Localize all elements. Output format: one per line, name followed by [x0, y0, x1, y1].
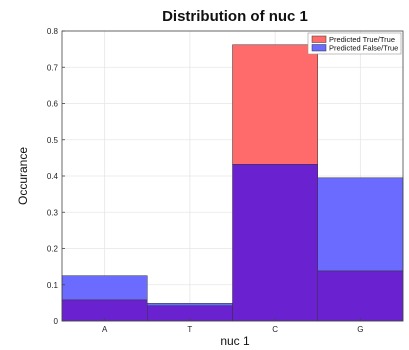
y-axis-ticks: 0 0.1 0.2 0.3 0.4 0.5 0.6 0.7 0.8 — [47, 27, 65, 326]
bar-false-true-T — [147, 302, 233, 307]
x-tick-label: G — [357, 325, 363, 334]
bar-overlap-G — [317, 270, 404, 322]
bar-true-true-C — [232, 44, 318, 165]
bar-false-true-G — [317, 177, 404, 272]
bar-false-true-A — [61, 275, 148, 301]
bars — [61, 44, 404, 322]
legend-swatch-true-true — [311, 35, 327, 43]
y-tick-label: 0.1 — [47, 281, 59, 290]
y-tick-label: 0.6 — [47, 100, 59, 109]
bar-overlap-C — [232, 164, 318, 322]
y-tick-label: 0.5 — [47, 136, 59, 145]
bar-overlap-A — [61, 299, 148, 322]
x-tick-label: A — [102, 325, 108, 334]
x-tick-label: T — [187, 325, 192, 334]
y-tick-label: 0.3 — [47, 208, 59, 217]
legend-label-true-true: Predicted True/True — [329, 35, 395, 44]
y-tick-label: 0 — [54, 317, 59, 326]
y-tick-label: 0.4 — [47, 172, 59, 181]
x-tick-label: C — [272, 325, 278, 334]
y-tick-label: 0.7 — [47, 63, 59, 72]
legend: Predicted True/True Predicted False/True — [307, 32, 402, 55]
chart-title: Distribution of nuc 1 — [162, 8, 308, 25]
legend-swatch-false-true — [311, 44, 327, 52]
y-axis-label: Occurance — [16, 147, 30, 205]
x-axis-label: nuc 1 — [220, 334, 250, 348]
legend-label-false-true: Predicted False/True — [329, 44, 398, 53]
y-tick-label: 0.8 — [47, 27, 59, 36]
y-tick-label: 0.2 — [47, 245, 59, 254]
legend-box — [307, 32, 402, 55]
